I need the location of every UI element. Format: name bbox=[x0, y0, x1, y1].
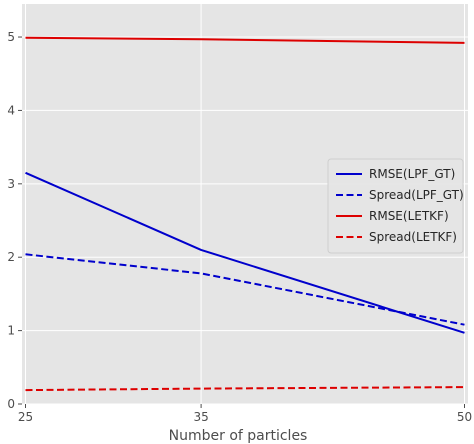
x-tick-label: 35 bbox=[193, 410, 208, 424]
legend-label: Spread(LPF_GT) bbox=[369, 188, 464, 202]
series-line-spread-lpf-gt bbox=[25, 253, 465, 326]
series-line-rmse-lpf-gt bbox=[25, 171, 465, 334]
x-tick-labels: 25 35 50 bbox=[18, 404, 472, 424]
series-line-rmse-letkf bbox=[25, 36, 465, 44]
y-tick-label: 3 bbox=[7, 177, 15, 191]
legend-box bbox=[327, 158, 464, 254]
legend-label: RMSE(LPF_GT) bbox=[369, 167, 455, 181]
x-tick-label: 25 bbox=[18, 410, 33, 424]
y-tick-label: 1 bbox=[7, 324, 15, 338]
series-line-spread-letkf bbox=[25, 386, 465, 392]
legend-label: RMSE(LETKF) bbox=[369, 209, 449, 223]
y-tick-label: 5 bbox=[7, 30, 15, 44]
y-tick-label: 0 bbox=[7, 397, 15, 411]
x-axis-label: Number of particles bbox=[169, 428, 308, 444]
y-tick-label: 2 bbox=[7, 250, 15, 264]
legend: RMSE(LPF_GT) Spread(LPF_GT) RMSE(LETKF) Spr… bbox=[327, 158, 464, 254]
x-tick-label: 50 bbox=[457, 410, 472, 424]
y-tick-label: 4 bbox=[7, 103, 15, 117]
series-lines bbox=[25, 36, 465, 392]
legend-label: Spread(LETKF) bbox=[369, 230, 457, 244]
y-tick-labels: 0 1 2 3 4 5 bbox=[7, 30, 22, 411]
